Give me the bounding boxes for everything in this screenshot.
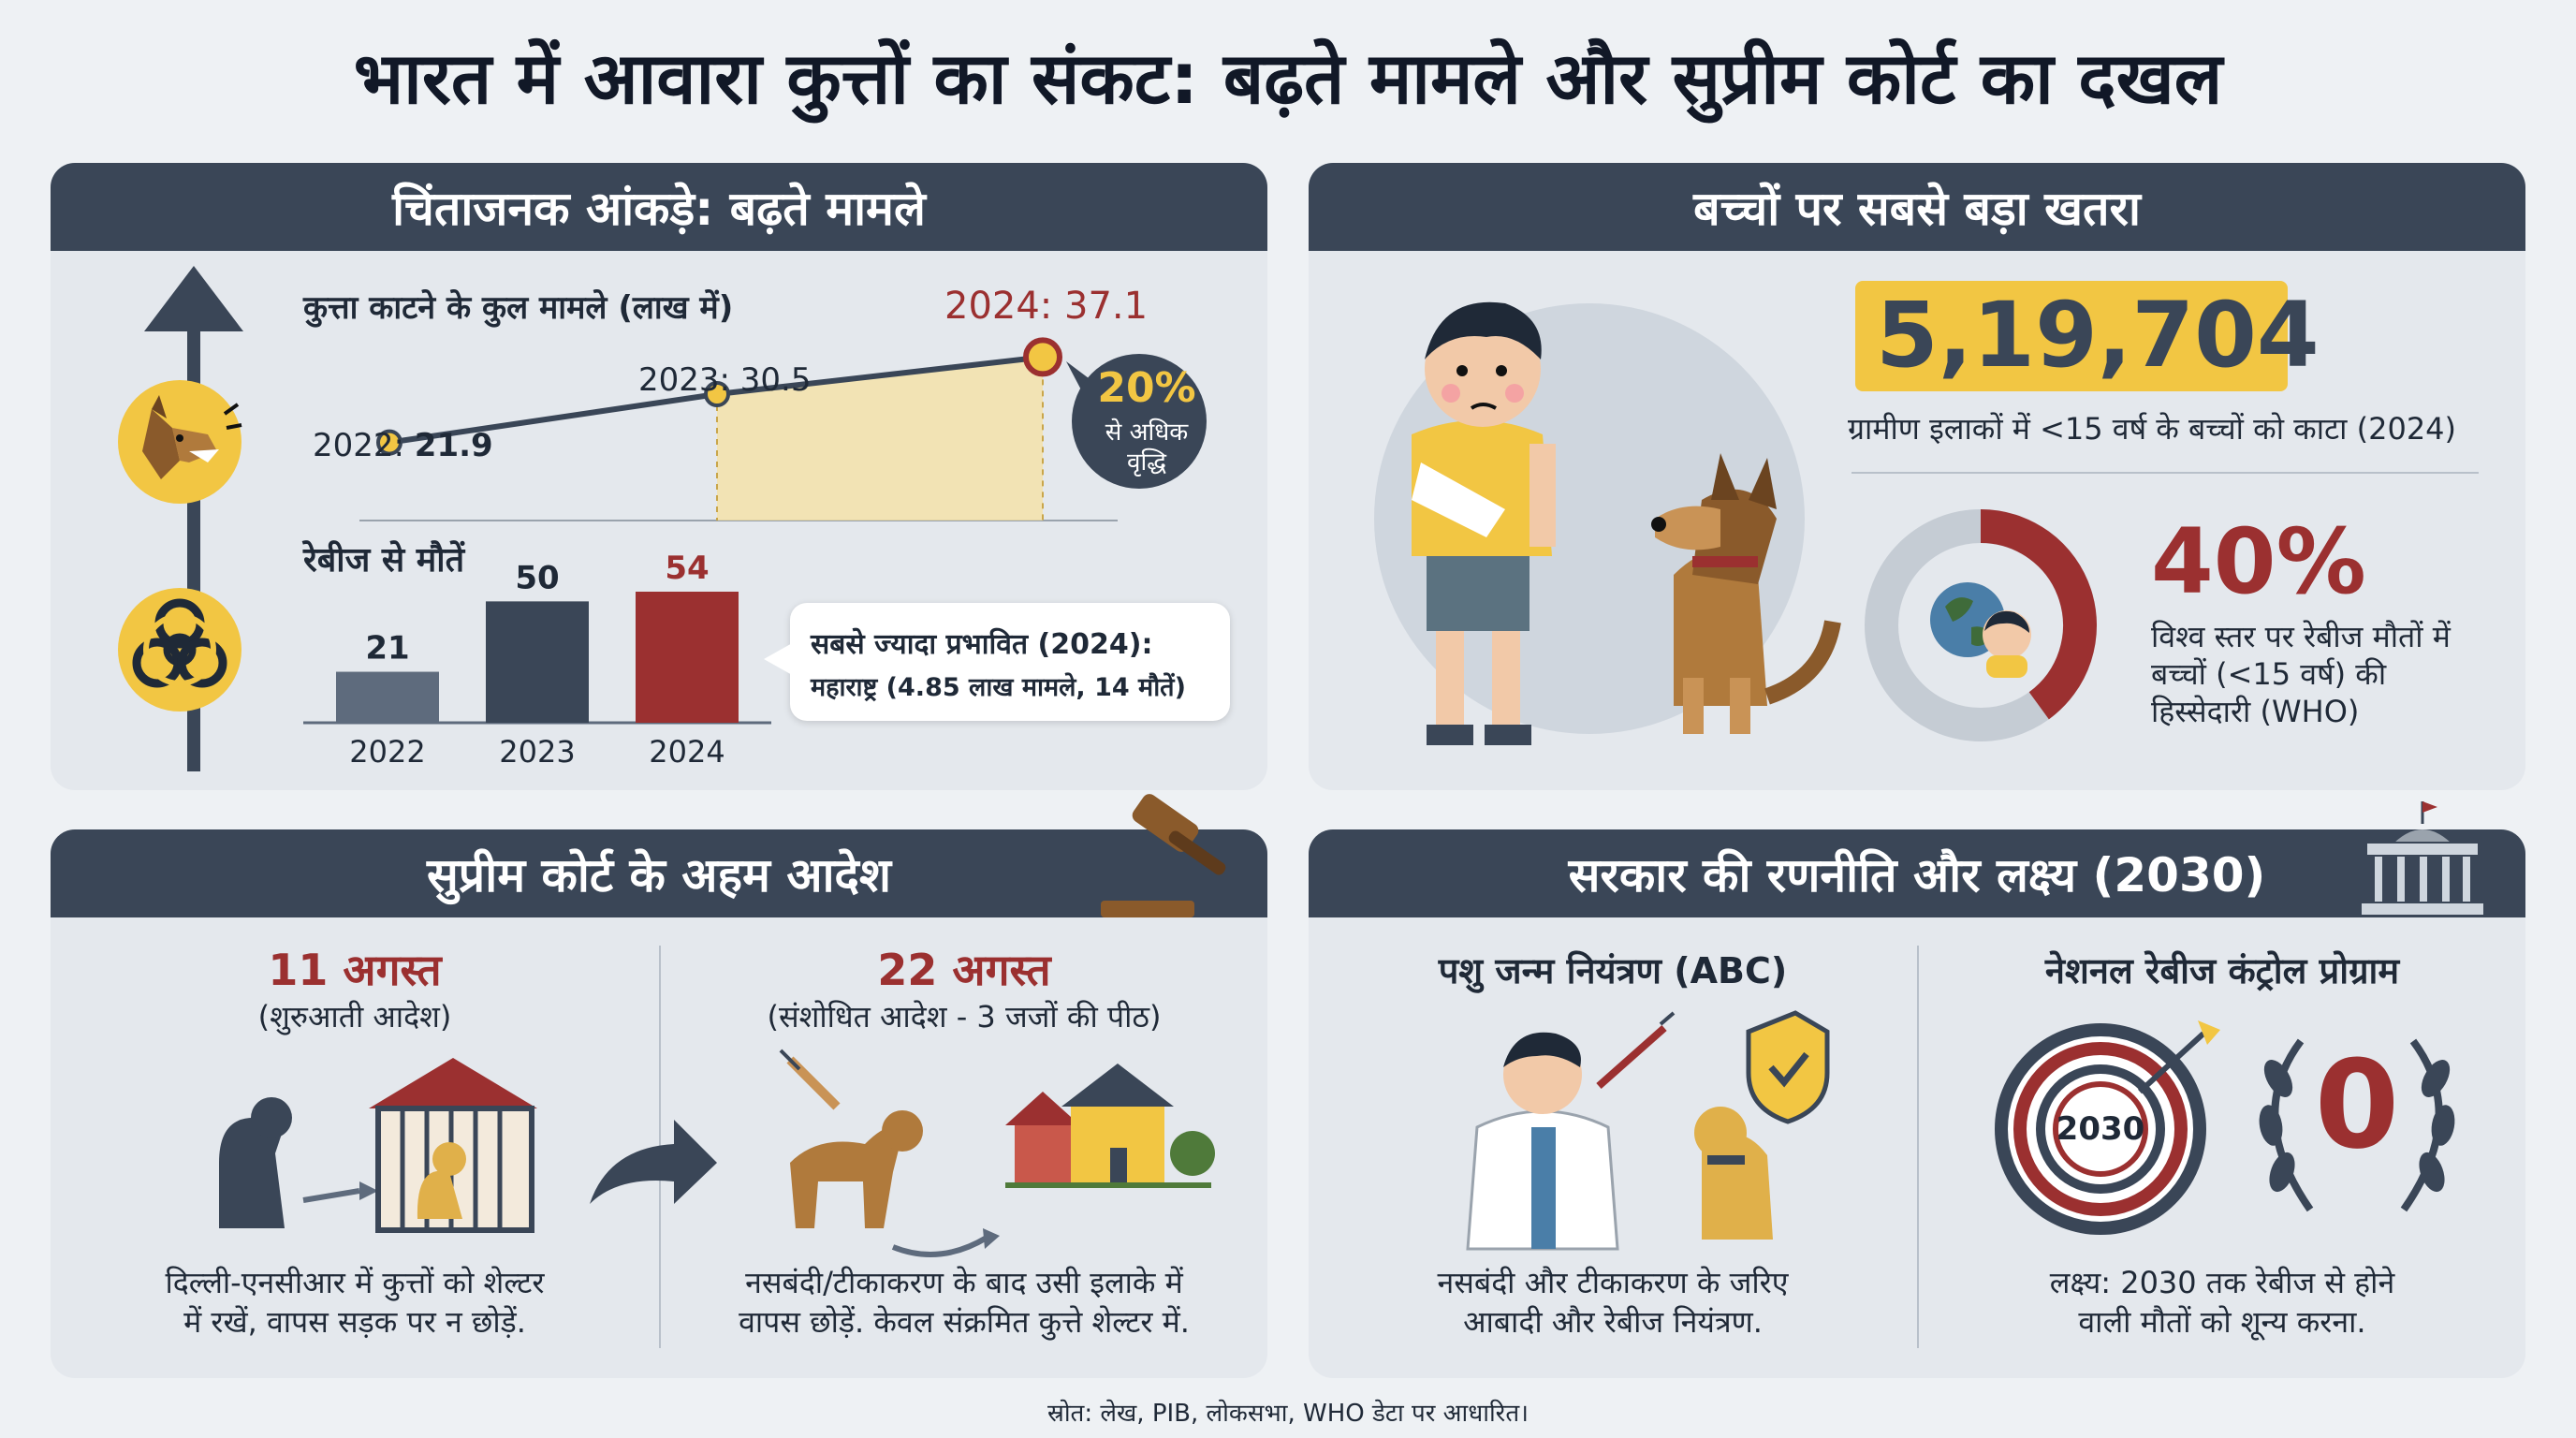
callout-line2: महाराष्ट्र (4.85 लाख मामले, 14 मौतें) [811, 673, 1186, 702]
page-title: भारत में आवारा कुत्तों का संकट: बढ़ते मा… [353, 37, 2223, 120]
deaths-value-label-2022: 21 [365, 630, 409, 668]
growth-badge-text2: वृद्धि [1127, 448, 1166, 477]
growth-badge-percent: 20% [1097, 364, 1196, 412]
court-panel-heading: सुप्रीम कोर्ट के अहम आदेश [51, 829, 1267, 917]
child-share-donut [1865, 509, 2097, 741]
bites-point-2023 [704, 381, 730, 407]
children-panel-heading: बच्चों पर सबसे बड़ा खतरा [1309, 163, 2525, 251]
bites-label-2022: 2022: 21.9 [313, 427, 493, 464]
govt-panel: सरकार की रणनीति और लक्ष्य (2030) पशु जन्… [1309, 829, 2525, 1378]
bites-label-2023: 2023: 30.5 [638, 361, 812, 399]
vaccinated-dog-release-icon [779, 1049, 1215, 1257]
government-building-icon [2360, 801, 2485, 917]
donut-child-share-arc [1980, 509, 2097, 720]
deaths-bar-2023 [486, 601, 589, 723]
child-share-caption1: विश्व स्तर पर रेबीज मौतों में [2151, 619, 2451, 654]
transition-arrow-icon [590, 1120, 717, 1204]
deaths-value-label-2024: 54 [665, 550, 709, 587]
abc-title: पशु जन्म नियंत्रण (ABC) [1438, 950, 1788, 991]
bites-chart-title: कुत्ता काटने के कुल मामले (लाख में) [303, 289, 734, 327]
abc-desc1: नसबंदी और टीकाकरण के जरिए [1437, 1265, 1789, 1300]
order1-desc2: में रखें, वापस सड़क पर न छोड़ें. [183, 1304, 526, 1340]
bites-line-chart [359, 337, 1118, 521]
vet-vaccinating-dog-icon [1466, 1010, 1830, 1251]
injured-child-with-dog-illustration [1374, 301, 1841, 745]
angry-dog-icon [118, 380, 242, 504]
laurel-wreath-icon [2259, 1038, 2455, 1212]
bites-label-2022-year: 2022: [313, 427, 404, 464]
order2-desc2: वापस छोड़ें. केवल संक्रमित कुत्ते शेल्टर… [739, 1304, 1190, 1340]
order2-date: 22 अगस्त [877, 945, 1051, 995]
order2-subtitle: (संशोधित आदेश - 3 जजों की पीठ) [767, 999, 1162, 1034]
stats-panel-heading: चिंताजनक आंकड़े: बढ़ते मामले [51, 163, 1267, 251]
stats-panel: चिंताजनक आंकड़े: बढ़ते मामले कुत्ता काटन… [51, 163, 1267, 790]
source-note: स्रोत: लेख, PIB, लोकसभा, WHO डेटा पर आधा… [1046, 1400, 1529, 1428]
govt-panel-heading: सरकार की रणनीति और लक्ष्य (2030) [1309, 829, 2525, 917]
child-bites-caption: ग्रामीण इलाकों में <15 वर्ष के बच्चों को… [1848, 411, 2457, 447]
bites-point-2022 [376, 429, 402, 456]
children-panel: बच्चों पर सबसे बड़ा खतरा 5,19,704 ग्रामी… [1309, 163, 2525, 790]
child-share-caption3: हिस्सेदारी (WHO) [2151, 694, 2360, 729]
globe-child-icon [1930, 582, 2031, 678]
order2-desc1: नसबंदी/टीकाकरण के बाद उसी इलाके में [745, 1265, 1183, 1300]
govt-divider [1917, 946, 1919, 1348]
growth-badge-text1: से अधिक [1105, 418, 1189, 447]
abc-desc2: आबादी और रेबीज नियंत्रण. [1463, 1304, 1763, 1340]
child-bites-number: 5,19,704 [1876, 283, 2320, 388]
dog-shelter-icon [219, 1058, 537, 1233]
nrcp-desc2: वाली मौतों को शून्य करना. [2078, 1304, 2366, 1340]
order1-subtitle: (शुरुआती आदेश) [257, 999, 452, 1034]
bites-growth-area [717, 357, 1043, 521]
target-year: 2030 [2056, 1110, 2145, 1148]
child-share-caption2: बच्चों (<15 वर्ष) की [2151, 656, 2387, 692]
bites-label-2022-value: 21.9 [414, 427, 493, 464]
target-2030-icon [1995, 1020, 2220, 1235]
zero-deaths-target: 0 [2314, 1034, 2400, 1176]
biohazard-icon [118, 588, 242, 712]
nrcp-title: नेशनल रेबीज कंट्रोल प्रोग्राम [2044, 950, 2400, 991]
deaths-year-label-2022: 2022 [349, 734, 425, 770]
most-affected-callout [790, 603, 1230, 721]
nrcp-desc1: लक्ष्य: 2030 तक रेबीज से होने [2049, 1265, 2395, 1300]
bites-label-2024: 2024: 37.1 [944, 285, 1149, 328]
court-panel: सुप्रीम कोर्ट के अहम आदेश 11 अगस्त (शुरु… [51, 829, 1267, 1378]
deaths-year-label-2023: 2023 [499, 734, 575, 770]
gavel-icon [1101, 794, 1226, 917]
deaths-year-label-2024: 2024 [649, 734, 724, 770]
bites-point-2024 [1023, 337, 1062, 377]
callout-line1: सबसे ज्यादा प्रभावित (2024): [811, 628, 1153, 661]
growth-badge-shape [1066, 354, 1207, 489]
order1-date: 11 अगस्त [268, 945, 442, 995]
section-divider [1852, 472, 2479, 474]
big-number-highlight [1855, 281, 2288, 391]
callout-pointer [764, 642, 794, 676]
deaths-bar-chart: 21 2022 50 2023 54 2024 [303, 550, 771, 770]
child-share-percent: 40% [2151, 509, 2366, 614]
deaths-bar-2024 [636, 592, 739, 723]
order1-desc1: दिल्ली-एनसीआर में कुत्तों को शेल्टर [165, 1265, 545, 1300]
deaths-value-label-2023: 50 [515, 559, 559, 596]
deaths-bar-2022 [336, 671, 439, 723]
deaths-chart-title: रेबीज से मौतें [303, 541, 465, 580]
